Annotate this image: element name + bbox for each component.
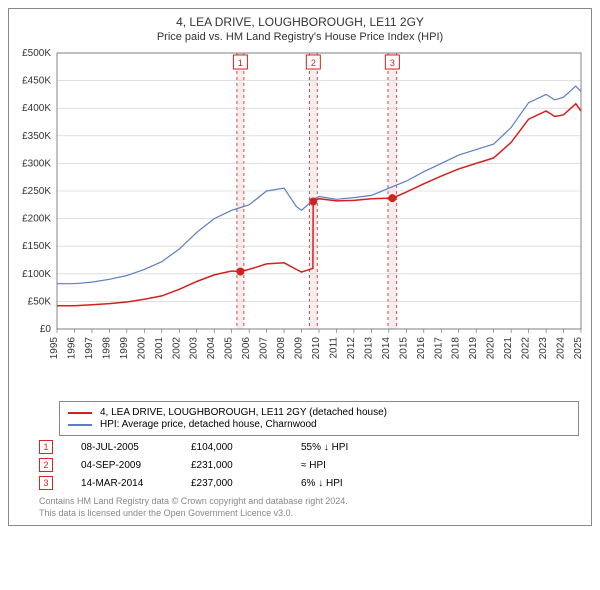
svg-text:£150K: £150K — [22, 241, 51, 252]
svg-text:£0: £0 — [40, 324, 52, 335]
chart-plot-area: £0 £50K £100K £150K £200K £250K £300K £350K £400… — [9, 45, 591, 395]
svg-text:2008: 2008 — [276, 337, 287, 360]
svg-text:2018: 2018 — [451, 337, 462, 360]
svg-text:2014: 2014 — [381, 337, 392, 360]
legend-swatch — [68, 412, 92, 414]
event-price: £104,000 — [191, 442, 301, 453]
svg-text:£500K: £500K — [22, 48, 51, 59]
event-date: 08-JUL-2005 — [81, 442, 191, 453]
svg-text:1998: 1998 — [101, 337, 112, 360]
attribution-line2: This data is licensed under the Open Gov… — [39, 508, 581, 520]
event-relative: ≈ HPI — [301, 460, 326, 471]
legend-swatch — [68, 424, 92, 426]
svg-text:2010: 2010 — [311, 337, 322, 360]
svg-text:2003: 2003 — [189, 337, 200, 360]
event-date: 14-MAR-2014 — [81, 478, 191, 489]
svg-text:2005: 2005 — [224, 337, 235, 360]
svg-text:£100K: £100K — [22, 269, 51, 280]
svg-text:2015: 2015 — [398, 337, 409, 360]
chart-title-address: 4, LEA DRIVE, LOUGHBOROUGH, LE11 2GY — [13, 15, 587, 29]
svg-text:2002: 2002 — [171, 337, 182, 360]
legend-label: HPI: Average price, detached house, Char… — [100, 419, 317, 430]
svg-text:£450K: £450K — [22, 76, 51, 87]
svg-text:2007: 2007 — [259, 337, 270, 360]
svg-text:2024: 2024 — [556, 337, 567, 360]
chart-card: 4, LEA DRIVE, LOUGHBOROUGH, LE11 2GY Pri… — [8, 8, 592, 526]
svg-text:2004: 2004 — [206, 337, 217, 360]
event-row: 3 14-MAR-2014£237,0006% ↓ HPI — [39, 476, 579, 490]
svg-text:£300K: £300K — [22, 158, 51, 169]
svg-text:2013: 2013 — [363, 337, 374, 360]
chart-titles: 4, LEA DRIVE, LOUGHBOROUGH, LE11 2GY Pri… — [9, 9, 591, 45]
svg-text:2012: 2012 — [346, 337, 357, 360]
event-number-box: 3 — [39, 476, 53, 490]
event-price: £231,000 — [191, 460, 301, 471]
event-relative: 55% ↓ HPI — [301, 442, 348, 453]
svg-text:2017: 2017 — [433, 337, 444, 360]
svg-text:2022: 2022 — [521, 337, 532, 360]
svg-text:2019: 2019 — [468, 337, 479, 360]
event-price: £237,000 — [191, 478, 301, 489]
attribution-line1: Contains HM Land Registry data © Crown c… — [39, 496, 581, 508]
attribution-text: Contains HM Land Registry data © Crown c… — [39, 496, 581, 519]
svg-text:2020: 2020 — [486, 337, 497, 360]
svg-text:£200K: £200K — [22, 214, 51, 225]
svg-text:£50K: £50K — [28, 296, 52, 307]
legend-row: HPI: Average price, detached house, Char… — [68, 419, 570, 430]
event-row: 2 04-SEP-2009£231,000≈ HPI — [39, 458, 579, 472]
svg-text:1: 1 — [238, 58, 243, 68]
event-row: 1 08-JUL-2005£104,00055% ↓ HPI — [39, 440, 579, 454]
svg-text:1999: 1999 — [119, 337, 130, 360]
svg-text:1996: 1996 — [66, 337, 77, 360]
event-number-box: 2 — [39, 458, 53, 472]
svg-text:2009: 2009 — [294, 337, 305, 360]
svg-text:3: 3 — [390, 58, 395, 68]
event-relative: 6% ↓ HPI — [301, 478, 343, 489]
svg-text:2025: 2025 — [573, 337, 584, 360]
svg-text:1995: 1995 — [49, 337, 60, 360]
legend-row: 4, LEA DRIVE, LOUGHBOROUGH, LE11 2GY (de… — [68, 407, 570, 418]
legend-label: 4, LEA DRIVE, LOUGHBOROUGH, LE11 2GY (de… — [100, 407, 387, 418]
events-table: 1 08-JUL-2005£104,00055% ↓ HPI 2 04-SEP-200… — [39, 440, 579, 490]
price-chart: £0 £50K £100K £150K £200K £250K £300K £350K £400… — [9, 45, 591, 395]
event-number-box: 1 — [39, 440, 53, 454]
svg-text:2016: 2016 — [416, 337, 427, 360]
svg-text:2000: 2000 — [136, 337, 147, 360]
legend-box: 4, LEA DRIVE, LOUGHBOROUGH, LE11 2GY (de… — [59, 401, 579, 436]
svg-text:2006: 2006 — [241, 337, 252, 360]
svg-text:£250K: £250K — [22, 186, 51, 197]
svg-text:2: 2 — [311, 58, 316, 68]
svg-text:2021: 2021 — [503, 337, 514, 360]
svg-text:2001: 2001 — [154, 337, 165, 360]
chart-title-subtitle: Price paid vs. HM Land Registry's House … — [13, 31, 587, 43]
svg-text:2011: 2011 — [328, 337, 339, 359]
svg-text:1997: 1997 — [84, 337, 95, 360]
svg-text:£350K: £350K — [22, 131, 51, 142]
svg-text:2023: 2023 — [538, 337, 549, 360]
event-date: 04-SEP-2009 — [81, 460, 191, 471]
svg-text:£400K: £400K — [22, 103, 51, 114]
